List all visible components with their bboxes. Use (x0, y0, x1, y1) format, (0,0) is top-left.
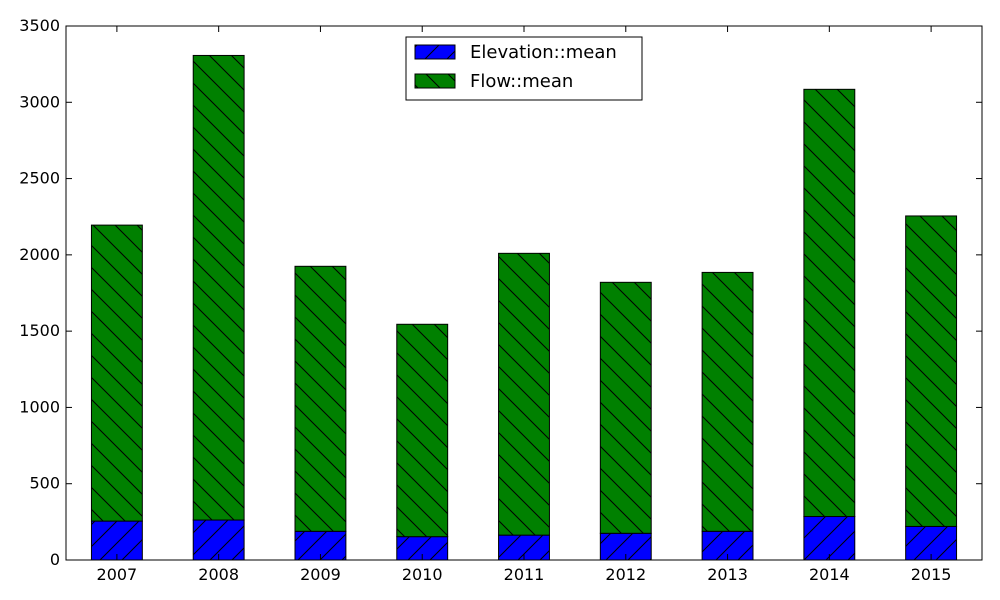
y-tick-label: 0 (50, 550, 60, 569)
bar-2011-series-2-hatch (498, 252, 550, 536)
y-tick-label: 1000 (19, 397, 60, 416)
bar-2012-series-2-hatch (599, 281, 652, 534)
bar-2008-series-2-hatch (192, 54, 245, 521)
bar-2014-series-1-hatch (803, 516, 856, 561)
legend-label-2: Flow::mean (470, 71, 573, 92)
legend-swatch-hatch-1 (414, 44, 456, 60)
bars-layer (90, 54, 958, 561)
x-tick-label: 2013 (707, 565, 748, 584)
bar-2015-series-2-hatch (905, 215, 958, 527)
x-tick-label: 2012 (605, 565, 646, 584)
y-tick-label: 2000 (19, 245, 60, 264)
y-tick-label: 1500 (19, 321, 60, 340)
legend-swatch-hatch-2 (414, 73, 456, 89)
y-tick-label: 3500 (19, 16, 60, 35)
bar-2013-series-2-hatch (701, 271, 754, 532)
x-tick-label: 2008 (198, 565, 239, 584)
x-tick-label: 2015 (911, 565, 952, 584)
legend-label-1: Elevation::mean (470, 42, 617, 63)
bar-2014-series-2-hatch (803, 88, 856, 518)
bar-2007-series-1-hatch (90, 520, 143, 561)
bar-2010-series-2-hatch (396, 323, 449, 538)
axes-layer: 0 500 1000 1500 2000 2500 3000 3500 2007 2008 2009… (19, 16, 983, 584)
x-tick-label: 2007 (97, 565, 138, 584)
x-tick-label: 2010 (402, 565, 443, 584)
y-tick-label: 500 (29, 474, 60, 493)
y-tick-label: 2500 (19, 169, 60, 188)
x-tick-label: 2014 (809, 565, 850, 584)
bar-2007-series-2-hatch (90, 224, 143, 522)
y-tick-label: 3000 (19, 92, 60, 111)
x-tick-label: 2009 (300, 565, 341, 584)
bar-2009-series-2-hatch (294, 265, 347, 532)
x-tick-label: 2011 (504, 565, 545, 584)
